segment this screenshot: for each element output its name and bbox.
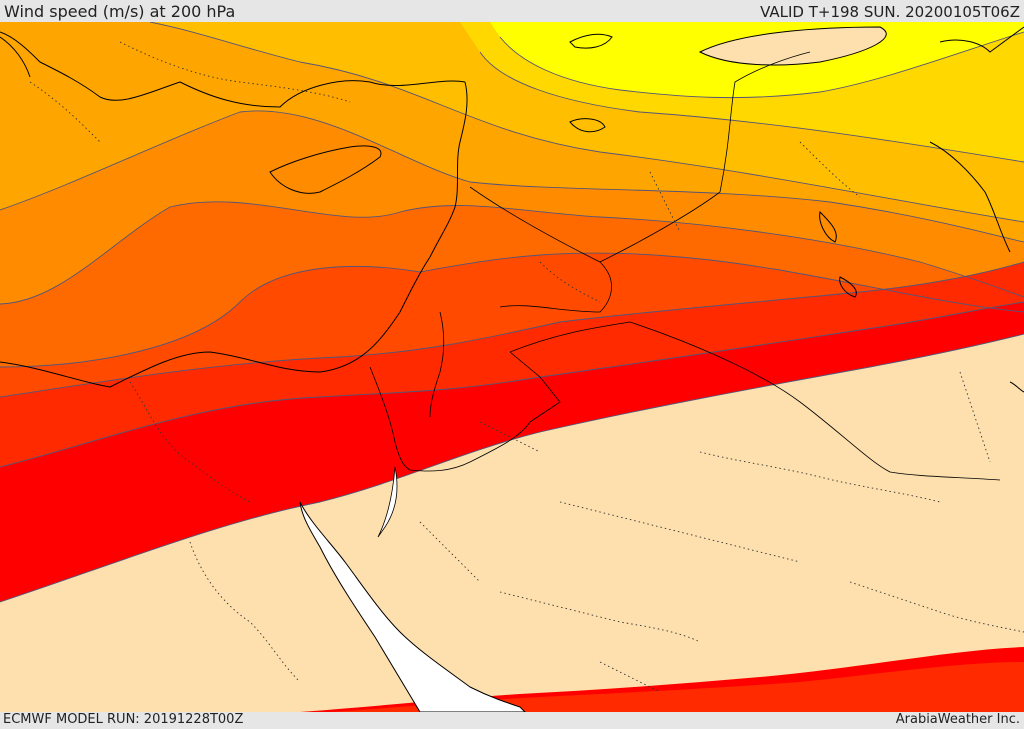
header-bar: Wind speed (m/s) at 200 hPa VALID T+198 …	[0, 0, 1024, 22]
speed-contours	[0, 22, 1024, 603]
model-run: ECMWF MODEL RUN: 20191228T00Z	[3, 712, 244, 727]
land-patch-north	[700, 27, 887, 65]
map-title: Wind speed (m/s) at 200 hPa	[4, 2, 236, 21]
valid-time: VALID T+198 SUN. 20200105T06Z	[760, 3, 1020, 21]
admin-boundaries	[29, 41, 1024, 693]
wind-speed-map	[0, 22, 1024, 712]
land-south	[0, 334, 1024, 712]
coastlines	[0, 26, 1024, 393]
country-borders	[369, 51, 1001, 481]
footer-bar: ECMWF MODEL RUN: 20191228T00Z ArabiaWeat…	[0, 712, 1024, 729]
credit: ArabiaWeather Inc.	[895, 712, 1020, 727]
red-sea	[299, 501, 526, 712]
band-south-red-2	[330, 662, 1024, 712]
gulf-of-aqaba	[377, 466, 398, 538]
